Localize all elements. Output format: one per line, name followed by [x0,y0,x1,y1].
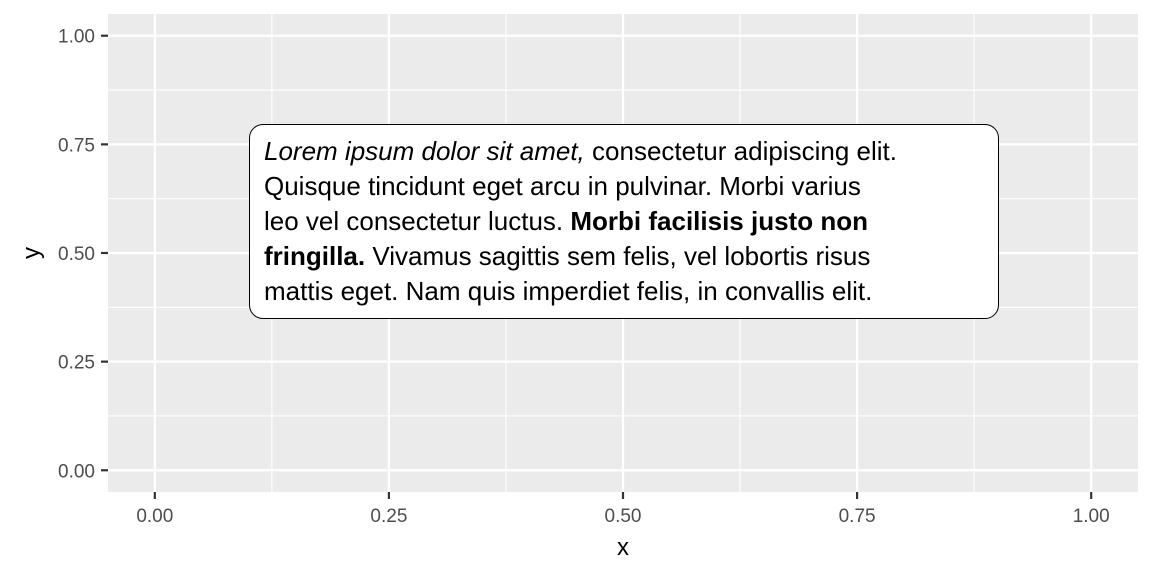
x-axis-ticks: 0.00 0.25 0.50 0.75 1.00 [136,492,1110,527]
textbox-run: Morbi facilisis justo non [570,206,868,236]
y-tick-label: 0.75 [58,135,95,156]
x-tick-label: 0.00 [136,506,173,527]
textbox-line: mattis eget. Nam quis imperdiet felis, i… [264,274,984,309]
textbox-run: Quisque tincidunt eget arcu in pulvinar.… [264,171,861,201]
textbox-run: consectetur adipiscing elit. [584,136,897,166]
textbox-line: Lorem ipsum dolor sit amet, consectetur … [264,134,984,169]
textbox-line: fringilla. Vivamus sagittis sem felis, v… [264,239,984,274]
textbox-line: Quisque tincidunt eget arcu in pulvinar.… [264,169,984,204]
textbox-run: Lorem ipsum dolor sit amet, [264,136,585,166]
textbox-run: Vivamus sagittis sem felis, vel lobortis… [365,241,871,271]
y-axis-title: y [18,247,45,259]
x-tick-label: 1.00 [1073,506,1110,527]
textbox-run: leo vel consectetur luctus. [264,206,571,236]
y-tick-label: 0.50 [58,244,95,265]
x-axis-title: x [617,534,629,561]
textbox-run: mattis eget. Nam quis imperdiet felis, i… [264,276,873,306]
y-tick-label: 1.00 [58,27,95,48]
x-tick-label: 0.50 [605,506,642,527]
y-tick-label: 0.25 [58,353,95,374]
textbox-run: fringilla. [264,241,366,271]
x-tick-label: 0.75 [839,506,876,527]
x-tick-label: 0.25 [370,506,407,527]
y-tick-label: 0.00 [58,461,95,482]
textbox-line: leo vel consectetur luctus. Morbi facili… [264,204,984,239]
annotation-textbox: Lorem ipsum dolor sit amet, consectetur … [249,124,999,319]
y-axis-ticks: 0.00 0.25 0.50 0.75 1.00 [58,27,108,482]
